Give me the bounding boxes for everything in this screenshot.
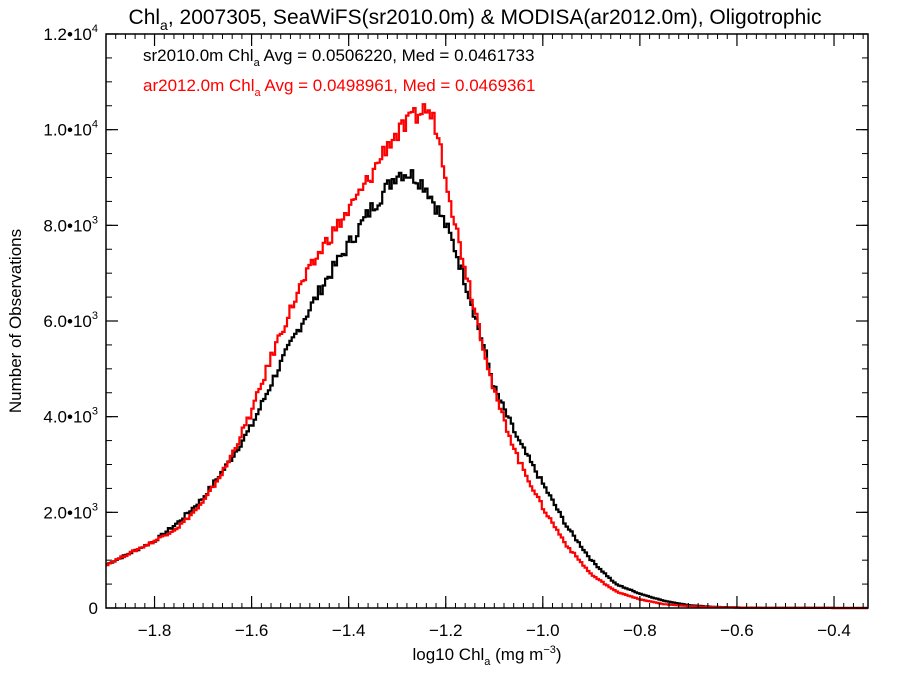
annotation-2: ar2012.0m Chla Avg = 0.0498961, Med = 0.… <box>143 76 535 99</box>
x-axis-label: log10 Chla (mg m−3) <box>412 644 561 668</box>
x-tick-label: −0.6 <box>720 621 754 640</box>
x-tick-label: −1.0 <box>526 621 560 640</box>
annotation-1: sr2010.0m Chla Avg = 0.0506220, Med = 0.… <box>143 46 534 69</box>
chart-title-text: Chla, 2007305, SeaWiFS(sr2010.0m) & MODI… <box>129 6 822 33</box>
x-tick-label: −1.2 <box>429 621 463 640</box>
plot-area-frame <box>105 33 869 609</box>
y-tick-label: 8.0•103 <box>43 214 98 235</box>
chart-title: Chla, 2007305, SeaWiFS(sr2010.0m) & MODI… <box>129 6 822 33</box>
chart-annotations: sr2010.0m Chla Avg = 0.0506220, Med = 0.… <box>143 46 535 99</box>
series-line-1 <box>106 169 868 610</box>
x-axis: −1.8 −1.6 −1.4 −1.2 −1.0 −0.8 −0.6 −0.4 <box>105 34 864 640</box>
y-axis-label: Number of Observations <box>6 229 25 413</box>
x-tick-label: −0.8 <box>623 621 657 640</box>
x-tick-label: −0.4 <box>817 621 851 640</box>
y-tick-label: 2.0•103 <box>43 501 98 522</box>
y-tick-label: 1.2•104 <box>43 23 98 44</box>
series-line-2 <box>106 103 868 610</box>
y-tick-label: 6.0•103 <box>43 310 98 331</box>
y-axis: 0 2.0•103 4.0•103 6.0•103 8.0•103 1.0•104 1.2•… <box>43 23 868 618</box>
x-tick-label: −1.8 <box>138 621 172 640</box>
x-axis-label-text: log10 Chla (mg m−3) <box>412 644 561 668</box>
x-tick-label: −1.6 <box>235 621 269 640</box>
y-tick-label: 0 <box>89 599 98 618</box>
y-tick-label: 1.0•104 <box>43 119 98 140</box>
x-tick-label: −1.4 <box>332 621 366 640</box>
y-tick-label: 4.0•103 <box>43 406 98 427</box>
chart-series <box>106 103 868 610</box>
